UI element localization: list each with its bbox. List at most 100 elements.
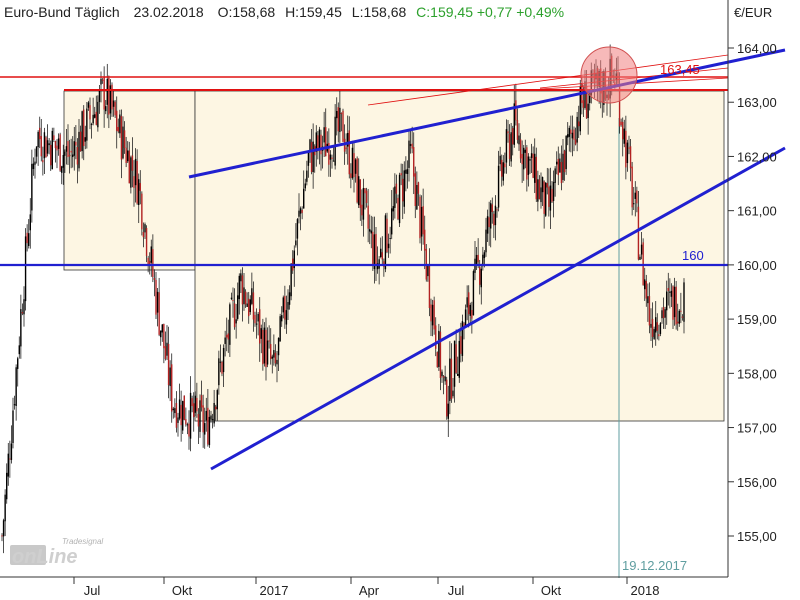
candle-body (538, 179, 541, 200)
candle-body (266, 340, 269, 365)
x-tick-label: 2018 (631, 583, 660, 598)
candle-body (464, 309, 467, 328)
candle-body (270, 344, 272, 360)
candle-body (490, 203, 492, 229)
candle-body (304, 183, 306, 189)
candle-body (391, 208, 393, 235)
candle-body (34, 161, 36, 165)
candle-body (471, 309, 473, 319)
candle-body (12, 410, 14, 444)
candle-body (149, 260, 151, 265)
candle-body (32, 163, 35, 170)
candle-body (246, 303, 248, 307)
candle-body (562, 153, 564, 180)
candle-body (142, 231, 145, 238)
candle-body (552, 181, 555, 201)
candle-body (17, 358, 19, 369)
candle-body (433, 300, 435, 330)
candle-body (237, 295, 239, 319)
candle-body (666, 291, 668, 311)
range-boxes (63, 90, 725, 422)
candle-body (394, 186, 396, 208)
candle-body (112, 100, 115, 107)
candle-body (381, 252, 383, 260)
candle-body (213, 402, 215, 424)
candle-body (185, 419, 187, 425)
candle-body (461, 321, 464, 356)
candle-body (144, 224, 146, 233)
x-tick-label: Jul (84, 583, 101, 598)
tradesignal-watermark: Tradesignal onLine (10, 537, 103, 568)
x-tick-label: 2017 (260, 583, 289, 598)
candle-body (310, 142, 313, 173)
candle-body (402, 178, 404, 202)
candle-body (468, 292, 470, 315)
candle-body (39, 127, 41, 140)
candle-body (530, 153, 533, 158)
candle-body (70, 150, 72, 153)
candle-body (263, 327, 266, 364)
candle-body (221, 361, 223, 374)
candle-body (174, 408, 176, 414)
candle-body (540, 187, 542, 203)
candle-body (681, 316, 684, 318)
candle-body (545, 182, 547, 216)
candles (1, 44, 685, 554)
candle-body (364, 188, 366, 194)
candle-body (125, 147, 127, 163)
candle-body (353, 153, 355, 178)
candle-body (430, 304, 432, 322)
candle-body (370, 230, 372, 234)
candle-body (290, 263, 292, 297)
upper-trend-line (188, 48, 786, 179)
candle-body (389, 237, 391, 239)
candle-body (288, 292, 291, 305)
candle-body (7, 453, 9, 477)
candle-body (105, 106, 107, 112)
candle-body (420, 206, 423, 237)
candle-body (35, 146, 38, 157)
candle-body (524, 149, 526, 153)
candle-body (337, 107, 339, 132)
candle-body (320, 134, 322, 155)
candle-body (62, 154, 64, 168)
candle-body (123, 130, 126, 148)
date-marker-label: 19.12.2017 (622, 558, 687, 573)
candle-body (56, 145, 58, 151)
candle-body (452, 390, 454, 397)
candle-body (436, 352, 438, 368)
candle-body (116, 110, 118, 131)
candle-body (222, 348, 225, 373)
candle-body (24, 236, 27, 302)
candle-body (114, 101, 116, 116)
candle-body (527, 156, 530, 175)
candle-body (526, 147, 528, 180)
x-tick-label: Okt (541, 583, 562, 598)
candle-body (556, 161, 558, 165)
x-tick-label: Apr (359, 583, 380, 598)
candle-body (145, 228, 148, 256)
candle-body (127, 150, 129, 162)
candle-body (238, 275, 240, 300)
candle-body (59, 134, 61, 171)
candle-body (463, 323, 465, 327)
candle-body (61, 166, 63, 173)
candle-body (587, 103, 589, 119)
candle-body (570, 129, 572, 134)
candle-body (483, 252, 486, 259)
candle-body (128, 150, 130, 184)
candle-body (395, 183, 398, 194)
candle-body (171, 364, 173, 412)
candle-body (618, 85, 621, 127)
candle-body (188, 423, 190, 437)
header-close-change: C:159,45 +0,77 +0,49% (416, 4, 564, 20)
candle-body (79, 131, 82, 152)
header-instrument: Euro-Bund Täglich (4, 4, 120, 20)
candle-body (361, 204, 363, 216)
candle-body (560, 162, 563, 184)
candle-body (672, 286, 674, 320)
candle-body (255, 323, 258, 325)
candle-body (532, 153, 534, 178)
